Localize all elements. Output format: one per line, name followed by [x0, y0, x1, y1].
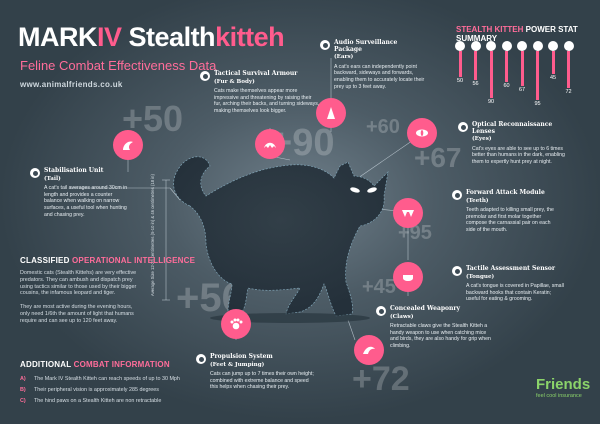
list-item: C) The hind paws on a Stealth Kitteh are … [20, 398, 162, 404]
fur-stat-icon [470, 41, 481, 51]
callout-subtitle: (Teeth) [466, 197, 489, 204]
callout-stabilisation: Stabilisation Unit (Tail) A cat's tail a… [44, 167, 130, 218]
classified-paragraph-2: They are most active during the evening … [20, 304, 134, 324]
callout-title: Optical Reconnaissance Lenses [472, 121, 553, 135]
callout-text: Cats can jump up to 7 times their own he… [210, 371, 314, 391]
additional-heading: ADDITIONAL COMBAT INFORMATION [20, 360, 170, 369]
list-item: B) Their peripheral vision is approximate… [20, 387, 159, 393]
logo-name: Friends [536, 376, 591, 393]
big-number: +72 [352, 360, 410, 398]
tail-bullet-icon [30, 168, 40, 178]
callout-attack: Forward Attack Module (Teeth) Teeth adap… [466, 189, 558, 234]
stat-value: 95 [534, 101, 541, 108]
fur-icon[interactable] [255, 129, 285, 159]
stat-value: 50 [456, 78, 464, 84]
callout-title: Audio Surveillance Package [334, 39, 398, 53]
stat-column: 67 [517, 41, 527, 93]
stat-value: 60 [503, 83, 510, 90]
classified-paragraph-1: Domestic cats (Stealth Kittehs) are very… [20, 270, 137, 297]
fur-bullet-icon [200, 71, 210, 81]
teeth-icon[interactable] [393, 198, 423, 228]
paw-stat-icon [548, 41, 558, 51]
eye-bullet-icon [458, 122, 468, 132]
callout-subtitle: (Claws) [390, 313, 414, 320]
callout-text: Cats make themselves appear more impress… [214, 88, 320, 114]
stat-bar [567, 51, 570, 89]
callout-title: Propulsion System [210, 353, 273, 360]
tongue-icon[interactable] [393, 262, 423, 292]
teeth-bullet-icon [452, 190, 462, 200]
callout-subtitle: (Feet & Jumping) [210, 361, 265, 368]
teeth-stat-icon [517, 41, 527, 51]
callout-subtitle: (Tail) [44, 175, 61, 182]
callout-subtitle: (Tongue) [466, 273, 495, 280]
callout-text: A cat's tail averages around 30cm in len… [44, 185, 128, 218]
callout-title: Tactile Assessment Sensor [466, 265, 556, 272]
callout-subtitle: (Fur & Body) [214, 78, 255, 85]
page-title: MARKIV Stealthkitteh [18, 22, 285, 52]
callout-title: Stabilisation Unit [44, 167, 104, 174]
callout-title: Tactical Survival Armour [214, 70, 298, 77]
callout-audio: Audio Surveillance Package (Ears) A cat'… [334, 39, 426, 90]
stat-column: 60 [501, 41, 512, 90]
callout-title: Concealed Weaponry [390, 305, 461, 312]
eye-icon[interactable] [407, 118, 437, 148]
big-number: +60 [366, 116, 400, 138]
stat-value: 45 [549, 75, 557, 82]
logo-tagline: feel cool insurance [536, 393, 582, 399]
tail-stat-icon [455, 41, 465, 51]
stat-value: 72 [565, 89, 572, 96]
stat-column: 56 [470, 41, 481, 88]
callout-text: Cat's eyes are able to see up to 6 times… [472, 145, 565, 165]
tail-icon[interactable] [113, 130, 143, 160]
stat-column: 95 [532, 41, 543, 108]
ear-icon[interactable] [316, 98, 346, 128]
size-axis-label: Average Size 12-25 centimetres (5-10 in)… [150, 174, 155, 296]
ear-bullet-icon [320, 40, 330, 50]
callout-weaponry: Concealed Weaponry (Claws) Retractable c… [390, 305, 492, 350]
paw-bullet-icon [196, 354, 206, 364]
classified-heading: CLASSIFIED OPERATIONAL INTELLIGENCE [20, 256, 196, 265]
stat-column: 45 [548, 41, 558, 81]
callout-survival: Tactical Survival Armour (Fur & Body) Ca… [214, 70, 320, 115]
callout-text: Retractable claws give the Stealth Kitte… [390, 323, 491, 349]
stat-value: 67 [518, 86, 526, 93]
ear-stat-icon [486, 41, 496, 51]
callout-text: A cat's tongue is covered in Papillae, s… [466, 283, 564, 303]
tongue-stat-icon [532, 41, 543, 51]
callout-propulsion: Propulsion System (Feet & Jumping) Cats … [210, 353, 316, 391]
tongue-bullet-icon [452, 266, 462, 276]
stat-column: 72 [563, 41, 574, 96]
stat-value: 56 [472, 81, 479, 88]
logo[interactable]: Friends feel cool insurance [536, 376, 590, 399]
stat-bar [536, 51, 539, 101]
callout-optical: Optical Reconnaissance Lenses (Eyes) Cat… [472, 121, 568, 166]
big-number: +45 [362, 276, 396, 298]
callout-subtitle: (Ears) [334, 54, 354, 61]
stat-value: 90 [487, 98, 495, 105]
callout-tactile: Tactile Assessment Sensor (Tongue) A cat… [466, 265, 566, 303]
claw-bullet-icon [376, 306, 386, 316]
stat-bar [520, 51, 524, 86]
page-subtitle: Feline Combat Effectiveness Data [20, 58, 217, 73]
stat-bar [458, 51, 462, 77]
stat-summary-title: STEALTH KITTEH POWER STAT SUMMARY [456, 25, 578, 43]
list-item: A) The Mark IV Stealth Kitteh can reach s… [20, 376, 180, 382]
callout-title: Forward Attack Module [466, 189, 545, 196]
stat-column: 50 [455, 41, 465, 84]
stat-bar [505, 51, 508, 83]
callout-text: A cat's ears can independently point bac… [334, 63, 425, 90]
eye-stat-icon [501, 41, 512, 51]
callout-text: Teeth adapted to killing small prey, the… [466, 207, 554, 233]
stat-bar [551, 51, 555, 75]
stat-bar [474, 51, 477, 81]
claw-icon[interactable] [354, 335, 384, 365]
callout-subtitle: (Eyes) [472, 136, 492, 143]
stat-bar [489, 51, 493, 98]
site-url[interactable]: www.animalfriends.co.uk [20, 80, 123, 89]
paw-icon[interactable] [221, 309, 251, 339]
stat-column: 90 [486, 41, 496, 105]
claw-stat-icon [563, 41, 574, 51]
